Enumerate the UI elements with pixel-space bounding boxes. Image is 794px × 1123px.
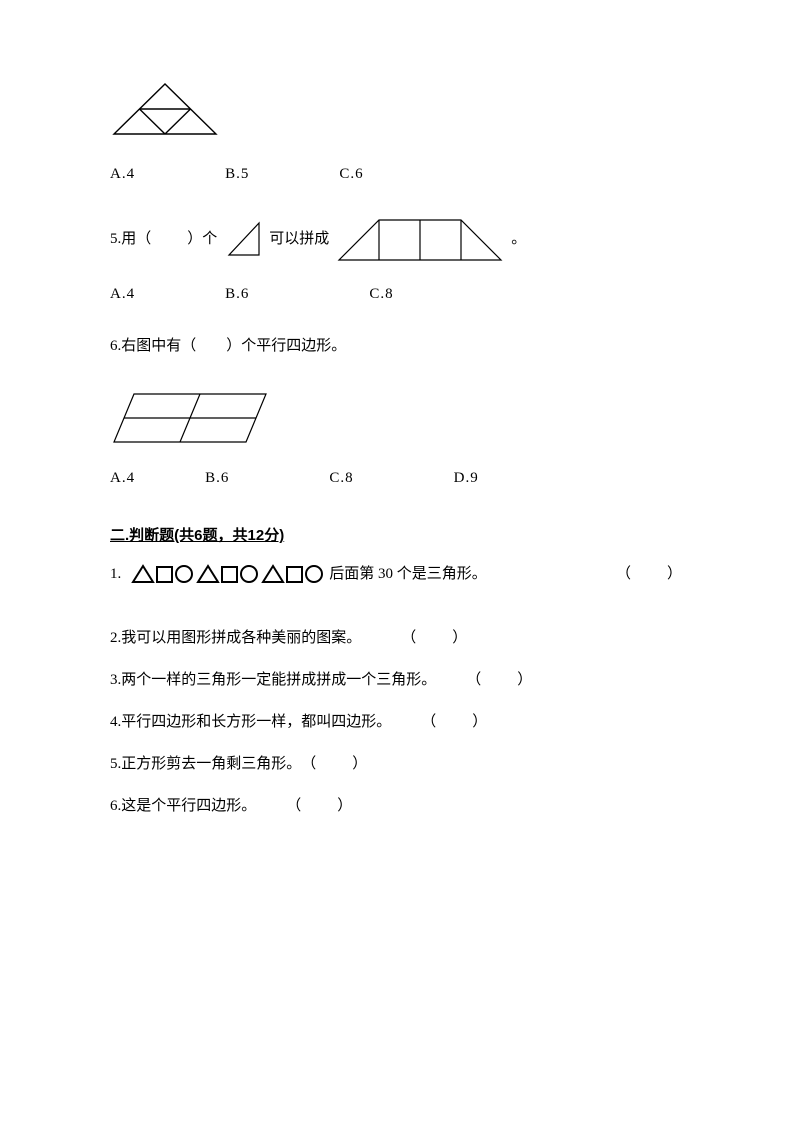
tf-q2-paren[interactable]: （ ） <box>401 626 469 650</box>
q5-options: A.4 B.6 C.8 <box>110 282 684 306</box>
q6-option-c[interactable]: C.8 <box>329 466 353 490</box>
q6-text: 6.右图中有（ ）个平行四边形。 <box>110 334 684 358</box>
q4-option-b[interactable]: B.5 <box>225 162 249 186</box>
q4-figure-row <box>110 80 684 138</box>
tf-q4: 4.平行四边形和长方形一样，都叫四边形。 （ ） <box>110 710 684 734</box>
tf-q2-text: 2.我可以用图形拼成各种美丽的图案。 <box>110 626 361 650</box>
q5-prefix: 5.用（ <box>110 227 151 251</box>
tf-q3-paren[interactable]: （ ） <box>466 668 534 692</box>
q5-option-a[interactable]: A.4 <box>110 282 135 306</box>
q5-line: 5.用（ ）个 可以拼成 。 <box>110 214 684 264</box>
tf-q4-paren[interactable]: （ ） <box>421 710 489 734</box>
tf-q5: 5.正方形剪去一角剩三角形。 （ ） <box>110 752 684 776</box>
q4-option-a[interactable]: A.4 <box>110 162 135 186</box>
parallelogram-grid-icon <box>110 388 270 448</box>
q6-options: A.4 B.6 C.8 D.9 <box>110 466 684 490</box>
q6-text-content: 6.右图中有（ ）个平行四边形。 <box>110 338 346 354</box>
tf-q1-suffix: 后面第 30 个是三角形。 <box>329 562 487 586</box>
q6-option-d[interactable]: D.9 <box>454 466 479 490</box>
q5-option-c[interactable]: C.8 <box>369 282 393 306</box>
tf-q3-text: 3.两个一样的三角形一定能拼成拼成一个三角形。 <box>110 668 436 692</box>
q5-suffix: 。 <box>511 227 526 251</box>
tf-q6: 6.这是个平行四边形。 （ ） <box>110 794 684 818</box>
tf-q6-paren[interactable]: （ ） <box>286 794 354 818</box>
tf-q2: 2.我可以用图形拼成各种美丽的图案。 （ ） <box>110 626 684 650</box>
tf-q1-prefix: 1. <box>110 562 121 586</box>
pattern-sequence-icon <box>123 562 323 586</box>
tf-q1: 1. 后面第 30 个是三角形。 （ ） <box>110 562 684 586</box>
tf-q6-text: 6.这是个平行四边形。 <box>110 794 256 818</box>
section2-title: 二.判断题(共6题，共12分) <box>110 524 684 548</box>
tf-q5-paren[interactable]: （ ） <box>301 752 369 776</box>
q5-mid1: ）个 <box>187 227 217 251</box>
tf-q5-text: 5.正方形剪去一角剩三角形。 <box>110 752 301 776</box>
q6-option-b[interactable]: B.6 <box>205 466 229 490</box>
q6-option-a[interactable]: A.4 <box>110 466 135 490</box>
trapezoid-divided-icon <box>335 214 505 264</box>
q5-option-b[interactable]: B.6 <box>225 282 249 306</box>
q6-figure-row <box>110 388 684 448</box>
triangle-divided-icon <box>110 80 220 138</box>
tf-q4-text: 4.平行四边形和长方形一样，都叫四边形。 <box>110 710 391 734</box>
q5-mid2: 可以拼成 <box>269 227 329 251</box>
tf-q1-paren[interactable]: （ ） <box>616 562 684 586</box>
q4-options: A.4 B.5 C.6 <box>110 162 684 186</box>
q4-option-c[interactable]: C.6 <box>339 162 363 186</box>
right-triangle-icon <box>223 219 263 259</box>
tf-q3: 3.两个一样的三角形一定能拼成拼成一个三角形。 （ ） <box>110 668 684 692</box>
